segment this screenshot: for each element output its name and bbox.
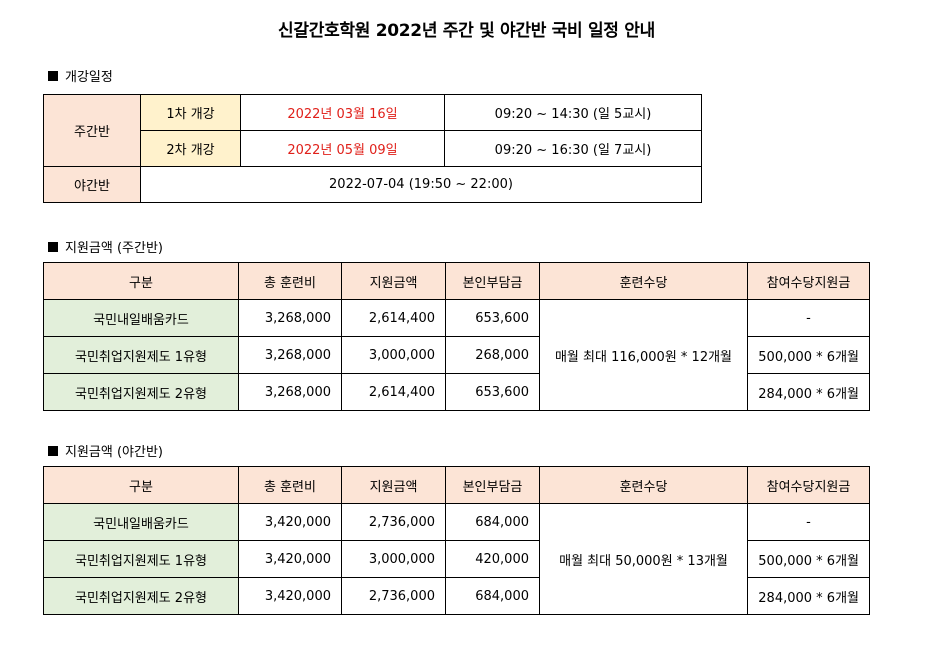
support-type: 국민취업지원제도 2유형 xyxy=(43,373,239,411)
column-header: 훈련수당 xyxy=(539,262,748,300)
self-payment: 684,000 xyxy=(445,577,540,615)
table-row: 2차 개강 2022년 05월 09일 09:20 ~ 16:30 (일 7교시… xyxy=(44,130,702,167)
support-amount: 2,736,000 xyxy=(341,503,446,541)
column-header: 총 훈련비 xyxy=(238,262,342,300)
square-bullet-icon xyxy=(48,445,58,456)
night-fees-table: 구분 총 훈련비 지원금액 본인부담금 훈련수당 참여수당지원금 국민내일배움카… xyxy=(43,466,870,615)
column-header: 참여수당지원금 xyxy=(747,466,870,504)
table-header-row: 구분 총 훈련비 지원금액 본인부담금 훈련수당 참여수당지원금 xyxy=(43,262,870,300)
total-fee: 3,420,000 xyxy=(238,577,342,615)
table-row: 국민내일배움카드 3,268,000 2,614,400 653,600 매월 … xyxy=(43,299,870,411)
support-amount: 3,000,000 xyxy=(341,540,446,578)
column-header: 본인부담금 xyxy=(445,466,540,504)
table-row: 국민취업지원제도 1유형 3,268,000 3,000,000 268,000… xyxy=(43,336,870,374)
table-row: 국민취업지원제도 2유형 3,420,000 2,736,000 684,000… xyxy=(43,577,870,615)
day-fees-heading: 지원금액 (주간반) xyxy=(48,237,163,256)
table-row: 주간반 1차 개강 2022년 03월 16일 09:20 ~ 14:30 (일… xyxy=(43,94,702,167)
support-type: 국민취업지원제도 2유형 xyxy=(43,577,239,615)
support-type: 국민내일배움카드 xyxy=(43,299,239,337)
total-fee: 3,268,000 xyxy=(238,336,342,374)
table-row: 국민내일배움카드 3,420,000 2,736,000 684,000 매월 … xyxy=(43,503,870,615)
total-fee: 3,420,000 xyxy=(238,540,342,578)
schedule-heading: 개강일정 xyxy=(48,66,113,85)
day-class-label: 주간반 xyxy=(43,94,141,167)
total-fee: 3,268,000 xyxy=(238,299,342,337)
schedule-heading-label: 개강일정 xyxy=(65,70,113,85)
support-amount: 2,614,400 xyxy=(341,299,446,337)
participation-allowance: 284,000 * 6개월 xyxy=(747,577,870,615)
day-fees-heading-label: 지원금액 (주간반) xyxy=(65,241,163,256)
night-fees-heading: 지원금액 (야간반) xyxy=(48,441,163,460)
table-row: 야간반 2022-07-04 (19:50 ~ 22:00) xyxy=(43,166,702,203)
table-row: 국민취업지원제도 1유형 3,420,000 3,000,000 420,000… xyxy=(43,540,870,578)
table-header-row: 구분 총 훈련비 지원금액 본인부담금 훈련수당 참여수당지원금 xyxy=(43,466,870,504)
support-amount: 2,614,400 xyxy=(341,373,446,411)
self-payment: 420,000 xyxy=(445,540,540,578)
support-amount: 3,000,000 xyxy=(341,336,446,374)
night-class-schedule: 2022-07-04 (19:50 ~ 22:00) xyxy=(140,166,702,203)
column-header: 구분 xyxy=(43,466,239,504)
column-header: 지원금액 xyxy=(341,466,446,504)
page-title: 신갈간호학원 2022년 주간 및 야간반 국비 일정 안내 xyxy=(278,21,655,41)
participation-allowance: - xyxy=(747,299,870,337)
total-fee: 3,420,000 xyxy=(238,503,342,541)
schedule-table: 주간반 1차 개강 2022년 03월 16일 09:20 ~ 14:30 (일… xyxy=(43,94,702,203)
column-header: 참여수당지원금 xyxy=(747,262,870,300)
self-payment: 268,000 xyxy=(445,336,540,374)
night-class-label: 야간반 xyxy=(43,166,141,203)
square-bullet-icon xyxy=(48,241,58,252)
table-row: 국민취업지원제도 2유형 3,268,000 2,614,400 653,600… xyxy=(43,373,870,411)
column-header: 훈련수당 xyxy=(539,466,748,504)
start-date: 2022년 03월 16일 xyxy=(240,94,445,131)
column-header: 총 훈련비 xyxy=(238,466,342,504)
support-type: 국민취업지원제도 1유형 xyxy=(43,336,239,374)
participation-allowance: - xyxy=(747,503,870,541)
column-header: 지원금액 xyxy=(341,262,446,300)
participation-allowance: 284,000 * 6개월 xyxy=(747,373,870,411)
day-fees-table: 구분 총 훈련비 지원금액 본인부담금 훈련수당 참여수당지원금 국민내일배움카… xyxy=(43,262,870,411)
participation-allowance: 500,000 * 6개월 xyxy=(747,540,870,578)
class-time: 09:20 ~ 16:30 (일 7교시) xyxy=(444,130,702,167)
class-time: 09:20 ~ 14:30 (일 5교시) xyxy=(444,94,702,131)
term-label: 1차 개강 xyxy=(140,94,241,131)
total-fee: 3,268,000 xyxy=(238,373,342,411)
participation-allowance: 500,000 * 6개월 xyxy=(747,336,870,374)
square-bullet-icon xyxy=(48,70,58,81)
training-allowance: 매월 최대 116,000원 * 12개월 xyxy=(539,299,748,411)
column-header: 구분 xyxy=(43,262,239,300)
support-amount: 2,736,000 xyxy=(341,577,446,615)
column-header: 본인부담금 xyxy=(445,262,540,300)
term-label: 2차 개강 xyxy=(140,130,241,167)
self-payment: 684,000 xyxy=(445,503,540,541)
training-allowance: 매월 최대 50,000원 * 13개월 xyxy=(539,503,748,615)
self-payment: 653,600 xyxy=(445,299,540,337)
night-fees-heading-label: 지원금액 (야간반) xyxy=(65,445,163,460)
self-payment: 653,600 xyxy=(445,373,540,411)
support-type: 국민취업지원제도 1유형 xyxy=(43,540,239,578)
support-type: 국민내일배움카드 xyxy=(43,503,239,541)
start-date: 2022년 05월 09일 xyxy=(240,130,445,167)
